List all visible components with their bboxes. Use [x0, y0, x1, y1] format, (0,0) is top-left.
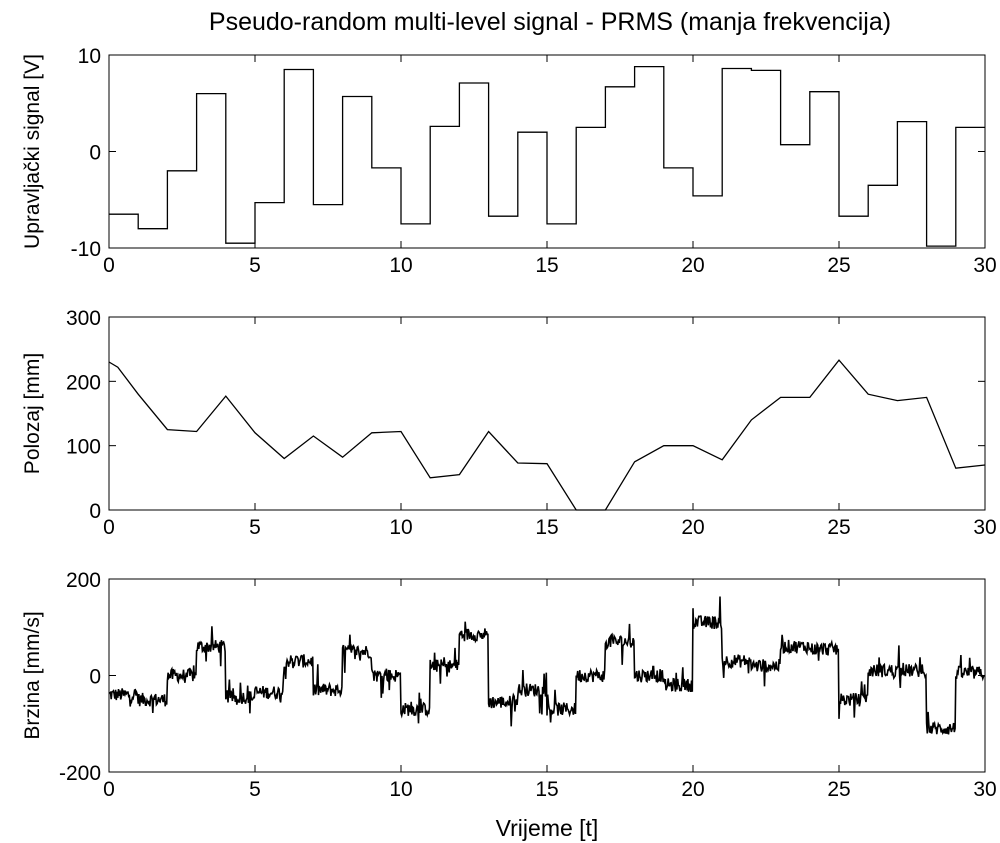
y-axis-label: Upravljački signal [V]: [21, 54, 44, 249]
x-tick-label: 0: [103, 254, 115, 277]
y-tick-label: -200: [59, 762, 101, 785]
y-tick-label: 10: [78, 45, 101, 68]
y-axis-label: Brzina [mm/s]: [21, 611, 44, 739]
figure-title: Pseudo-random multi-level signal - PRMS …: [208, 8, 892, 36]
y-tick-label: 100: [66, 436, 101, 459]
x-axis-label: Vrijeme [t]: [495, 815, 599, 841]
x-tick-label: 25: [827, 778, 850, 801]
x-tick-label: 30: [973, 254, 996, 277]
y-tick-label: -10: [71, 238, 101, 261]
y-tick-label: 0: [89, 500, 101, 523]
x-tick-label: 15: [535, 254, 558, 277]
x-tick-label: 10: [389, 254, 412, 277]
x-tick-label: 5: [249, 778, 261, 801]
x-tick-label: 5: [249, 516, 261, 539]
x-tick-label: 20: [681, 778, 704, 801]
x-tick-label: 30: [973, 778, 996, 801]
series-line: [108, 596, 985, 736]
x-tick-label: 20: [681, 516, 704, 539]
x-tick-label: 0: [103, 516, 115, 539]
y-axis-label: Polozaj [mm]: [21, 353, 44, 474]
series-line: [108, 359, 986, 511]
y-tick-label: 300: [66, 307, 101, 330]
x-tick-label: 10: [389, 778, 412, 801]
x-tick-label: 0: [103, 778, 115, 801]
x-tick-label: 15: [535, 778, 558, 801]
x-tick-label: 20: [681, 254, 704, 277]
plot-area: [108, 316, 986, 511]
x-tick-label: 25: [827, 516, 850, 539]
y-tick-label: 200: [66, 569, 101, 592]
x-tick-label: 25: [827, 254, 850, 277]
series-line: [109, 65, 985, 247]
x-tick-label: 15: [535, 516, 558, 539]
x-tick-label: 5: [249, 254, 261, 277]
x-tick-label: 30: [973, 516, 996, 539]
y-tick-label: 200: [66, 371, 101, 394]
x-tick-label: 10: [389, 516, 412, 539]
y-tick-label: 0: [89, 666, 101, 689]
y-tick-label: 0: [89, 142, 101, 165]
